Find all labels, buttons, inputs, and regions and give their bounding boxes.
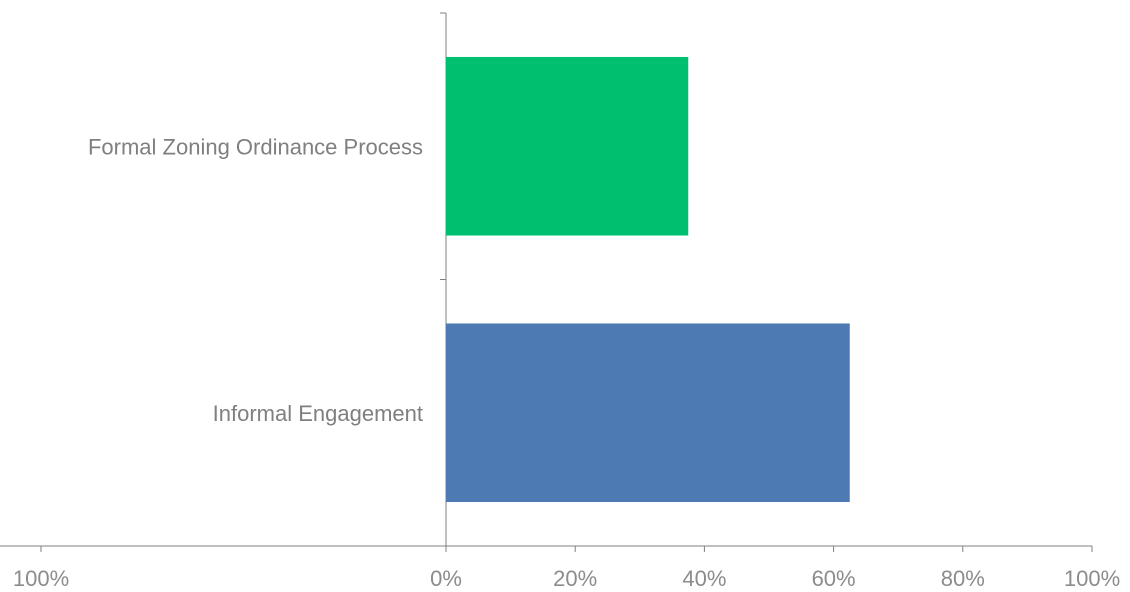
category-label: Formal Zoning Ordinance Process — [88, 134, 423, 159]
bar-formal-zoning-ordinance-process — [446, 57, 688, 236]
x-tick-label: 0% — [430, 566, 462, 591]
x-tick-label-left: 100% — [13, 566, 69, 591]
x-axis-ticks: 0% 20% 40% 60% 80% 100% 100% — [13, 546, 1120, 591]
x-tick-label: 80% — [941, 566, 985, 591]
x-tick-label: 100% — [1064, 566, 1120, 591]
bars — [446, 57, 850, 502]
x-tick-label: 20% — [553, 566, 597, 591]
category-label: Informal Engagement — [213, 401, 423, 426]
category-labels: Formal Zoning Ordinance Process Informal … — [88, 134, 423, 426]
x-tick-label: 40% — [682, 566, 726, 591]
x-tick-label: 60% — [812, 566, 856, 591]
bar-informal-engagement — [446, 323, 850, 502]
